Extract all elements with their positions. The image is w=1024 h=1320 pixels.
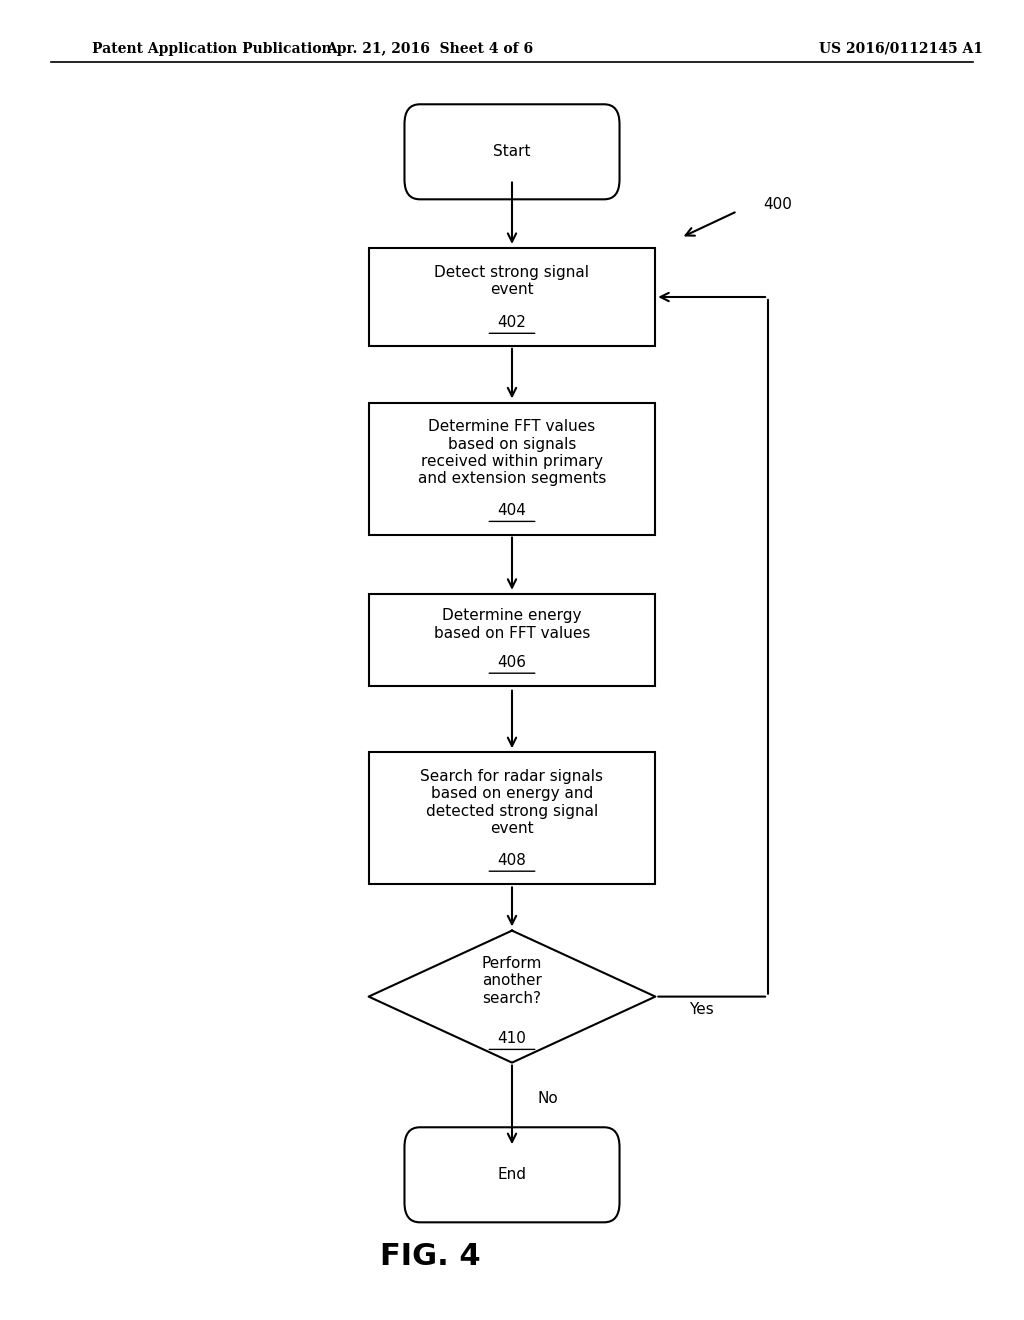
Text: Determine energy
based on FFT values: Determine energy based on FFT values xyxy=(434,609,590,640)
FancyBboxPatch shape xyxy=(404,1127,620,1222)
FancyBboxPatch shape xyxy=(369,248,655,346)
Text: Determine FFT values
based on signals
received within primary
and extension segm: Determine FFT values based on signals re… xyxy=(418,420,606,486)
Text: No: No xyxy=(538,1090,558,1106)
FancyBboxPatch shape xyxy=(369,403,655,535)
Text: FIG. 4: FIG. 4 xyxy=(380,1242,480,1271)
Text: Detect strong signal
event: Detect strong signal event xyxy=(434,265,590,297)
Text: Apr. 21, 2016  Sheet 4 of 6: Apr. 21, 2016 Sheet 4 of 6 xyxy=(327,42,534,55)
Text: Yes: Yes xyxy=(689,1002,714,1018)
Text: US 2016/0112145 A1: US 2016/0112145 A1 xyxy=(819,42,983,55)
FancyBboxPatch shape xyxy=(404,104,620,199)
Text: 404: 404 xyxy=(498,503,526,519)
Text: End: End xyxy=(498,1167,526,1183)
Text: 408: 408 xyxy=(498,853,526,869)
Text: 402: 402 xyxy=(498,315,526,330)
FancyBboxPatch shape xyxy=(369,752,655,884)
Text: Perform
another
search?: Perform another search? xyxy=(482,956,542,1006)
Polygon shape xyxy=(369,931,655,1063)
Text: 400: 400 xyxy=(763,197,792,213)
Text: 406: 406 xyxy=(498,655,526,671)
Text: Patent Application Publication: Patent Application Publication xyxy=(92,42,332,55)
Text: 410: 410 xyxy=(498,1031,526,1047)
Text: Start: Start xyxy=(494,144,530,160)
Text: Search for radar signals
based on energy and
detected strong signal
event: Search for radar signals based on energy… xyxy=(421,770,603,836)
FancyBboxPatch shape xyxy=(369,594,655,686)
